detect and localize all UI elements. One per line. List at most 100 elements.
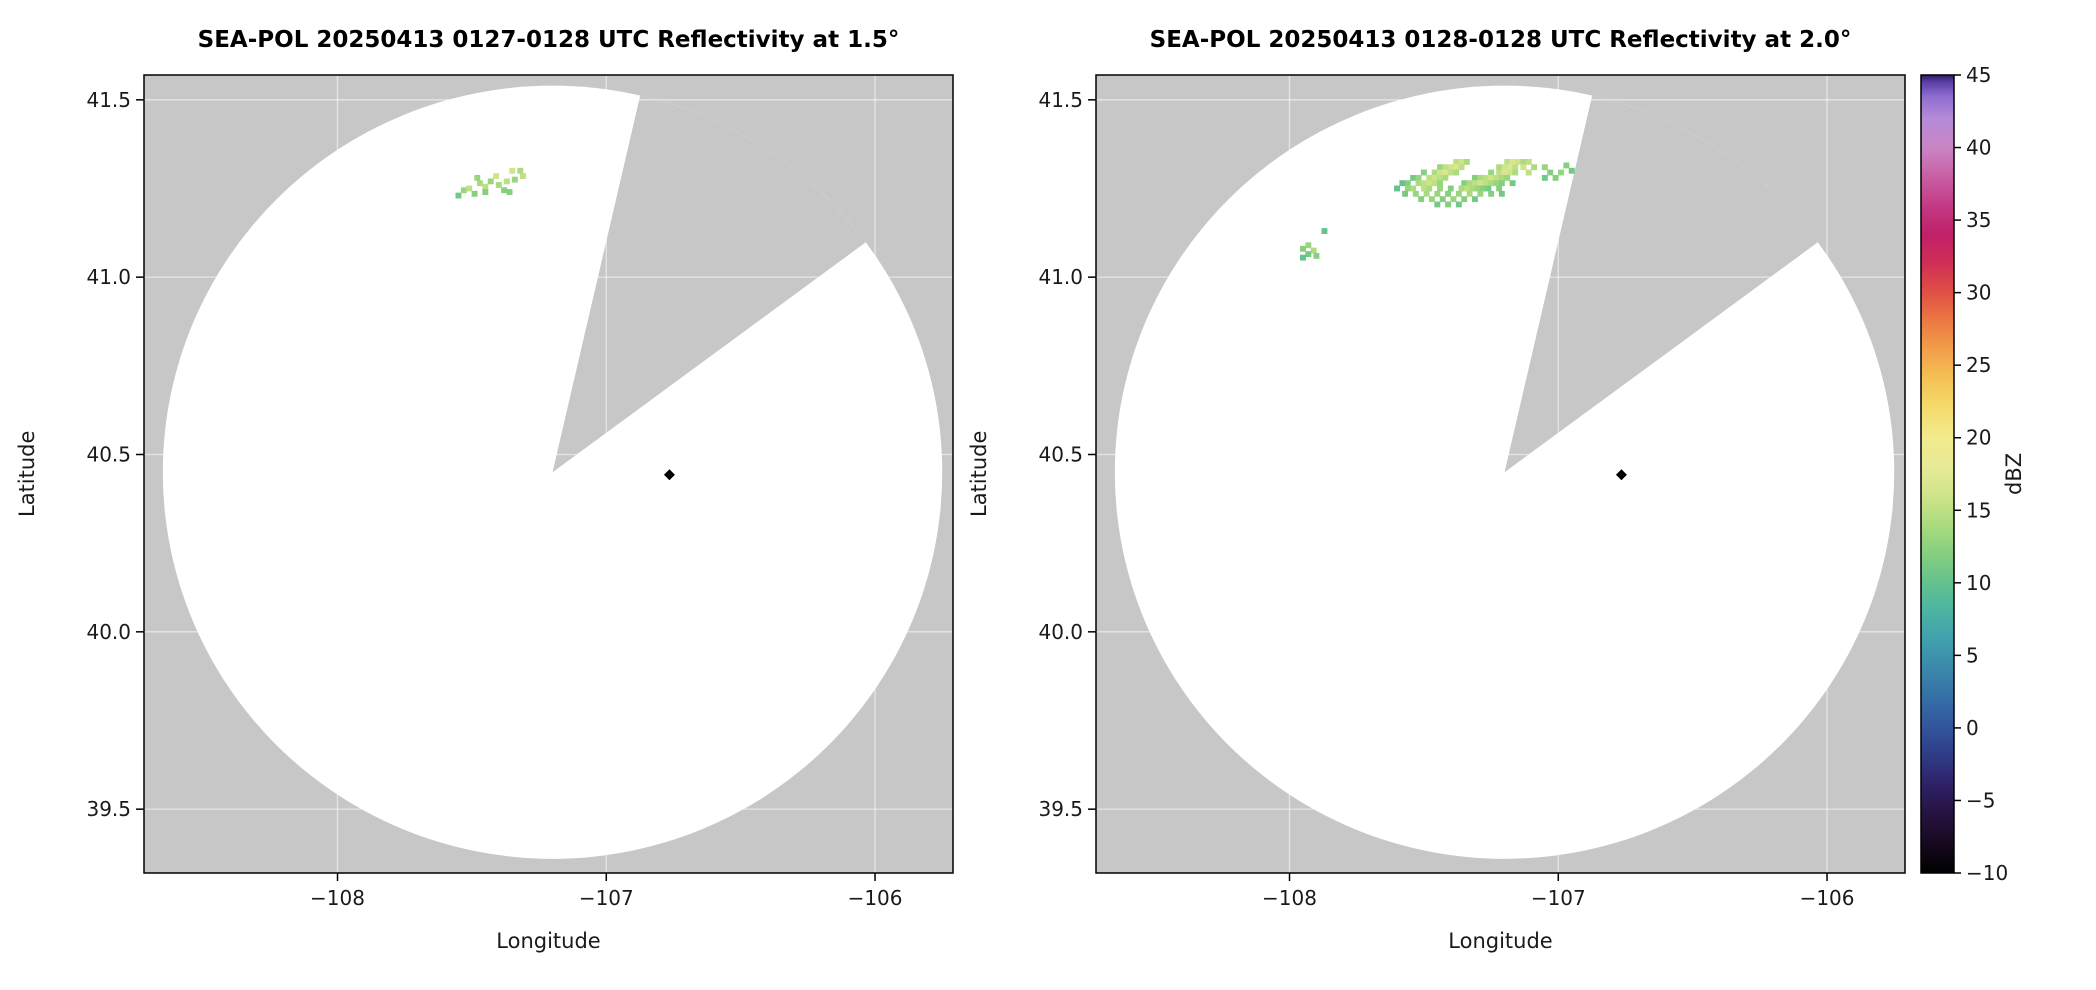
reflectivity-cell <box>482 183 489 190</box>
reflectivity-cell <box>1485 185 1492 192</box>
reflectivity-cell <box>1305 242 1312 249</box>
reflectivity-cell <box>1426 174 1433 181</box>
reflectivity-cell <box>487 178 494 185</box>
reflectivity-cell <box>1520 164 1527 171</box>
reflectivity-cell <box>466 185 473 192</box>
colorbar: 45 40 35 30 25 20 15 10 5 0 −5 −10 <box>1920 63 2008 885</box>
reflectivity-cell <box>1501 169 1508 176</box>
colorbar-tick-label: 5 <box>1966 643 1979 667</box>
y-tick-label: 40.5 <box>1038 442 1083 466</box>
reflectivity-cell <box>517 167 524 174</box>
reflectivity-cell <box>1493 180 1500 187</box>
reflectivity-cell <box>1445 190 1452 197</box>
reflectivity-cell <box>1458 185 1465 192</box>
reflectivity-cell <box>1447 169 1454 176</box>
reflectivity-cell <box>1455 201 1462 208</box>
reflectivity-cell <box>1442 174 1449 181</box>
reflectivity-cell <box>1404 185 1411 192</box>
reflectivity-cell <box>1442 164 1449 171</box>
reflectivity-cell <box>1461 196 1468 203</box>
reflectivity-cell <box>1477 174 1484 181</box>
reflectivity-cells <box>455 167 526 199</box>
reflectivity-cell <box>1431 169 1438 176</box>
reflectivity-cell <box>1447 164 1454 171</box>
reflectivity-cell <box>1420 169 1427 176</box>
reflectivity-cell <box>1488 169 1495 176</box>
y-tick-label: 41.5 <box>1038 88 1083 112</box>
radar-panel-1: −108 −107 −106 39.5 40.0 40.5 41.0 41.5 <box>1038 74 1906 910</box>
reflectivity-cell <box>1472 180 1478 187</box>
reflectivity-cell <box>1299 254 1306 261</box>
x-tick-label: −107 <box>579 886 634 910</box>
reflectivity-cell <box>1469 185 1476 192</box>
reflectivity-cell <box>1563 162 1570 169</box>
reflectivity-cell <box>1541 174 1548 181</box>
colorbar-tick-label: −5 <box>1966 788 1995 812</box>
reflectivity-cells <box>1299 158 1575 261</box>
colorbar-tick-label: 15 <box>1966 498 1991 522</box>
reflectivity-cell <box>1431 174 1438 181</box>
reflectivity-cell <box>1410 185 1417 192</box>
reflectivity-cell <box>1482 174 1489 181</box>
reflectivity-cell <box>1482 180 1489 187</box>
reflectivity-cell <box>1450 196 1457 203</box>
reflectivity-cell <box>1504 174 1511 181</box>
reflectivity-cell <box>482 189 489 195</box>
y-tick-label: 39.5 <box>86 797 131 821</box>
reflectivity-cell <box>1453 164 1460 171</box>
reflectivity-cell <box>474 174 481 181</box>
reflectivity-cell <box>1437 185 1443 192</box>
reflectivity-cell <box>1461 180 1468 187</box>
reflectivity-cell <box>495 182 502 188</box>
reflectivity-cell <box>1541 164 1548 171</box>
reflectivity-cell <box>1477 180 1484 187</box>
reflectivity-cell <box>1458 164 1465 171</box>
reflectivity-cell <box>1515 158 1521 165</box>
reflectivity-cell <box>1531 164 1538 171</box>
reflectivity-cell <box>1509 180 1516 187</box>
colorbar-tick-label: 40 <box>1966 136 1991 160</box>
reflectivity-cell <box>503 178 510 185</box>
missing-data-sector <box>552 95 866 473</box>
reflectivity-cell <box>1504 158 1511 165</box>
reflectivity-cell <box>1437 174 1443 181</box>
reflectivity-cell <box>1512 164 1519 171</box>
reflectivity-cell <box>1458 158 1465 165</box>
reflectivity-cell <box>471 190 478 197</box>
reflectivity-cell <box>1472 196 1478 203</box>
y-tick-label: 40.0 <box>86 620 131 644</box>
reflectivity-cell <box>1558 169 1564 176</box>
reflectivity-cell <box>1426 180 1433 187</box>
reflectivity-cell <box>1453 158 1460 165</box>
reflectivity-cell <box>1498 190 1505 197</box>
reflectivity-cell <box>1415 180 1422 187</box>
reflectivity-cell <box>506 189 513 195</box>
reflectivity-cell <box>1488 190 1495 197</box>
reflectivity-cell <box>1434 190 1441 197</box>
x-axis-label-left: Longitude <box>496 929 601 953</box>
reflectivity-cell <box>1426 185 1433 192</box>
x-tick-label: −108 <box>310 886 365 910</box>
reflectivity-cell <box>1445 201 1452 208</box>
reflectivity-cell <box>1463 185 1470 192</box>
panel-title-left: SEA-POL 20250413 0127-0128 UTC Reflectiv… <box>197 27 900 53</box>
reflectivity-cell <box>1496 169 1503 176</box>
reflectivity-cell <box>1402 190 1409 197</box>
reflectivity-cell <box>1321 228 1328 234</box>
reflectivity-cell <box>1299 245 1306 252</box>
reflectivity-cell <box>1547 169 1554 176</box>
reflectivity-cell <box>1423 190 1430 197</box>
x-tick-label: −106 <box>848 886 903 910</box>
reflectivity-cell <box>1453 169 1460 176</box>
reflectivity-cell <box>493 173 500 180</box>
colorbar-tick-label: 20 <box>1966 426 1991 450</box>
reflectivity-cell <box>1437 169 1443 176</box>
x-axis-label-right: Longitude <box>1448 929 1553 953</box>
reflectivity-cell <box>1439 196 1446 203</box>
reflectivity-cell <box>1463 158 1470 165</box>
y-axis-label-left: Latitude <box>15 430 39 518</box>
reflectivity-cell <box>1466 180 1473 187</box>
reflectivity-cell <box>1399 180 1406 187</box>
